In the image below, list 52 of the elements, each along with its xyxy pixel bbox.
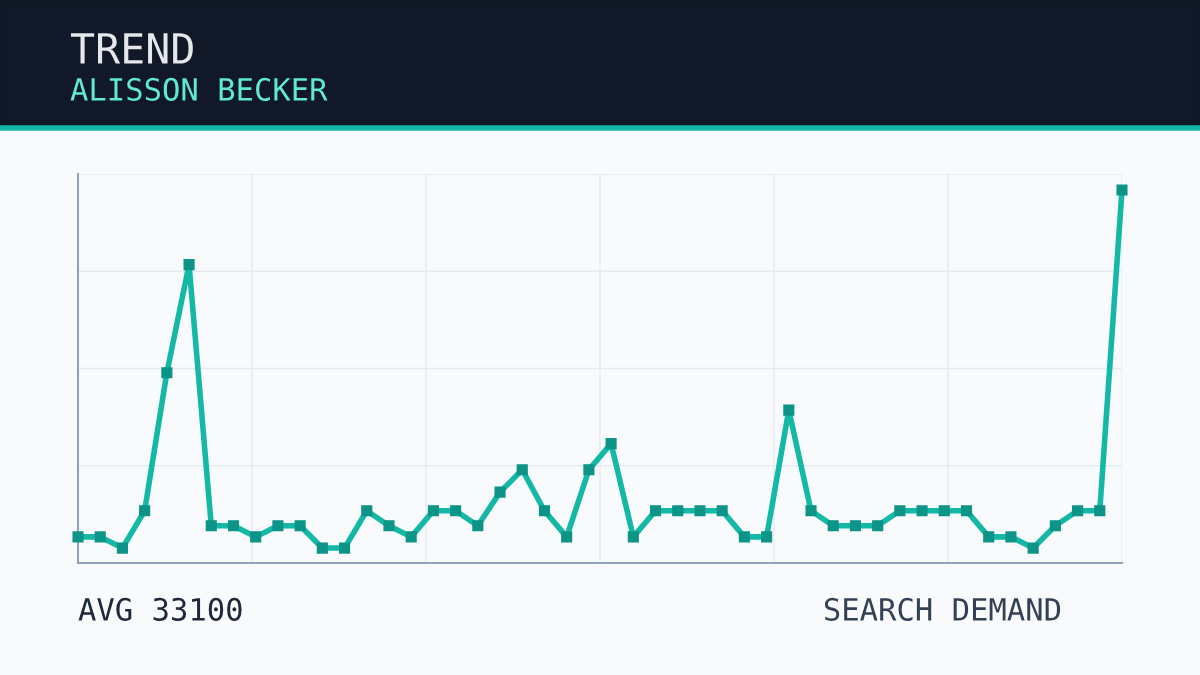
point — [183, 259, 195, 271]
chart-subtitle: ALISSON BECKER — [70, 77, 328, 101]
point — [916, 505, 928, 517]
point — [405, 531, 417, 543]
point — [116, 542, 128, 554]
point — [627, 531, 639, 543]
point — [761, 531, 773, 543]
point — [1049, 520, 1061, 532]
point — [738, 531, 750, 543]
point — [694, 505, 706, 517]
point — [516, 464, 528, 476]
point — [427, 505, 439, 517]
point — [450, 505, 462, 517]
point — [227, 520, 240, 532]
point — [805, 505, 817, 517]
point — [938, 505, 950, 517]
point — [983, 531, 995, 543]
point — [872, 520, 884, 532]
point — [72, 531, 84, 543]
text: SEARCH DEMAND — [824, 597, 1061, 621]
point — [272, 520, 284, 532]
point — [361, 505, 373, 517]
point — [605, 438, 617, 450]
point — [1116, 184, 1128, 196]
point — [94, 531, 106, 543]
point — [538, 505, 551, 517]
point — [383, 520, 395, 532]
point — [1005, 531, 1017, 543]
point — [1072, 505, 1084, 517]
point — [716, 505, 728, 517]
chart-title: TREND — [70, 33, 193, 64]
point — [561, 531, 573, 543]
point — [1094, 505, 1106, 517]
point — [783, 404, 795, 416]
point — [894, 505, 906, 517]
point — [494, 486, 506, 498]
point — [649, 505, 662, 517]
point — [294, 520, 306, 532]
point — [849, 520, 862, 532]
point — [139, 505, 151, 517]
point — [1027, 542, 1039, 554]
point — [827, 520, 839, 532]
point — [583, 464, 595, 476]
point — [250, 531, 262, 543]
point — [960, 505, 973, 517]
text: AVG 33100 — [78, 597, 242, 621]
point — [161, 367, 173, 379]
point — [338, 542, 351, 554]
point — [672, 505, 684, 517]
point — [205, 520, 217, 532]
point — [472, 520, 484, 532]
point — [316, 542, 328, 554]
